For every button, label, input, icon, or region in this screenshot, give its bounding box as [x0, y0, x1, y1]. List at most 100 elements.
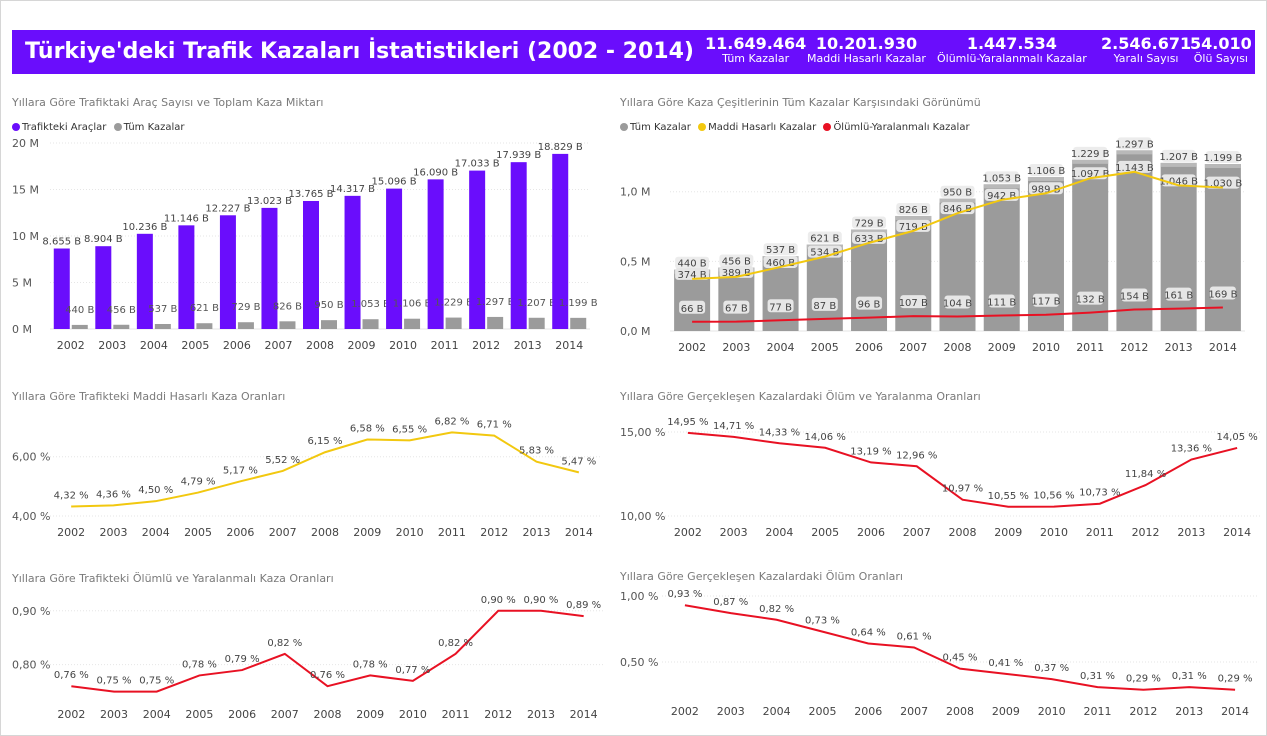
legend-label: Trafikteki Araçlar	[22, 122, 107, 133]
data-label: 0,82 %	[267, 638, 302, 649]
bar-accidents	[196, 323, 213, 329]
data-label: 0,77 %	[395, 665, 430, 676]
bar-cap	[983, 184, 1020, 189]
legend-item[interactable]: Trafikteki Araçlar	[12, 122, 106, 133]
label-bg	[1165, 287, 1192, 301]
label-bg	[811, 297, 838, 311]
kpi-total-accidents: 11.649.464 Tüm Kazalar	[705, 35, 806, 65]
data-label: 132 B	[1076, 295, 1105, 306]
data-label: 0,73 %	[805, 616, 840, 627]
x-tick-label: 2008	[949, 526, 977, 539]
x-tick-label: 2012	[484, 708, 512, 721]
bar-cap	[1160, 162, 1197, 167]
bar-vehicles	[386, 188, 403, 329]
x-tick-label: 2005	[184, 526, 212, 539]
legend-item[interactable]: Maddi Hasarlı Kazalar	[698, 122, 816, 133]
data-label: 0,89 %	[566, 600, 601, 611]
data-label: 1.143 B	[1115, 163, 1154, 174]
data-label: 0,61 %	[897, 631, 932, 642]
data-label: 0,78 %	[353, 659, 388, 670]
x-tick-label: 2009	[353, 526, 381, 539]
data-label: 1.207 B	[517, 298, 556, 309]
x-tick-label: 2005	[811, 526, 839, 539]
x-tick-label: 2010	[389, 339, 417, 352]
data-label: 4,36 %	[96, 489, 131, 500]
label-bg	[944, 295, 971, 309]
data-label: 16.090 B	[413, 167, 458, 178]
bar-cap	[895, 215, 932, 220]
data-label: 1.106 B	[1027, 166, 1066, 177]
data-label: 96 B	[858, 300, 881, 311]
data-label: 989 B	[1031, 184, 1060, 195]
y-tick-label: 6,00 %	[12, 451, 50, 464]
bar-accidents	[71, 324, 88, 329]
data-label: 440 B	[678, 259, 707, 270]
line-fatal-injury	[692, 306, 1223, 323]
bar-vehicles	[136, 233, 153, 329]
bar-vehicles	[469, 170, 486, 329]
bar-vehicles	[261, 207, 278, 329]
label-bg	[988, 294, 1015, 308]
data-label: 1.229 B	[434, 298, 473, 309]
legend-item[interactable]: Ölümlü-Yaralanmalı Kazalar	[823, 122, 970, 133]
data-label: 0,93 %	[667, 589, 702, 600]
kpi-fatal-injury: 1.447.534 Ölümlü-Yaralanmalı Kazalar	[937, 35, 1087, 65]
x-tick-label: 2009	[348, 339, 376, 352]
x-tick-label: 2008	[311, 526, 339, 539]
data-label: 10,56 %	[1033, 491, 1074, 502]
data-label: 0,82 %	[759, 604, 794, 615]
bar-vehicles	[95, 246, 112, 329]
y-tick-label: 0,50 %	[620, 656, 658, 669]
data-label: 10,97 %	[942, 484, 983, 495]
data-label: 10,55 %	[988, 491, 1029, 502]
data-label: 161 B	[1164, 291, 1193, 302]
chart-title-fatal-injury-rate: Yıllara Göre Trafikteki Ölümlü ve Yarala…	[12, 572, 334, 585]
data-label: 107 B	[899, 298, 928, 309]
data-label: 6,71 %	[477, 420, 512, 431]
x-tick-label: 2006	[223, 339, 251, 352]
x-tick-label: 2010	[1032, 341, 1060, 354]
x-tick-label: 2008	[306, 339, 334, 352]
x-tick-label: 2013	[527, 708, 555, 721]
legend-item[interactable]: Tüm Kazalar	[113, 122, 184, 133]
bar-accidents	[487, 316, 504, 329]
kpi-label: Ölümlü-Yaralanmalı Kazalar	[937, 52, 1087, 65]
data-label: 0,31 %	[1172, 671, 1207, 682]
y-tick-label: 10,00 %	[620, 510, 665, 523]
x-tick-label: 2004	[140, 339, 168, 352]
label-bg	[1032, 293, 1059, 307]
x-tick-label: 2010	[399, 708, 427, 721]
x-tick-label: 2014	[1221, 705, 1249, 718]
data-label: 13.023 B	[247, 196, 292, 207]
legend-label: Tüm Kazalar	[630, 122, 691, 133]
x-tick-label: 2004	[142, 526, 170, 539]
x-tick-label: 2014	[570, 708, 598, 721]
y-tick-label: 15 M	[12, 184, 39, 197]
x-tick-label: 2006	[226, 526, 254, 539]
x-tick-label: 2003	[717, 705, 745, 718]
y-tick-label: 0,80 %	[12, 659, 50, 672]
chart-title-death-rate: Yıllara Göre Gerçekleşen Kazalardaki Ölü…	[620, 570, 903, 583]
data-label: 950 B	[943, 188, 972, 199]
data-label: 1.199 B	[1204, 153, 1243, 164]
data-label: 942 B	[987, 191, 1016, 202]
data-label: 460 B	[766, 258, 795, 269]
data-label: 440 B	[65, 305, 94, 316]
data-label: 77 B	[769, 302, 792, 313]
data-label: 0,79 %	[225, 654, 260, 665]
bar-vehicles	[552, 153, 569, 329]
data-label: 0,87 %	[713, 597, 748, 608]
kpi-label: Ölü Sayısı	[1193, 52, 1248, 65]
x-tick-label: 2006	[857, 526, 885, 539]
legend-item[interactable]: Tüm Kazalar	[620, 122, 691, 133]
x-tick-label: 2002	[57, 339, 85, 352]
bar-accidents	[154, 324, 171, 329]
data-label: 633 B	[854, 234, 883, 245]
label-bg	[1077, 291, 1104, 305]
data-label: 0,31 %	[1080, 671, 1115, 682]
label-bg	[763, 243, 798, 256]
bar-cap	[939, 198, 976, 203]
legend-dot-icon	[698, 123, 707, 131]
bar-vehicles	[53, 248, 70, 329]
series-line	[684, 604, 1236, 691]
